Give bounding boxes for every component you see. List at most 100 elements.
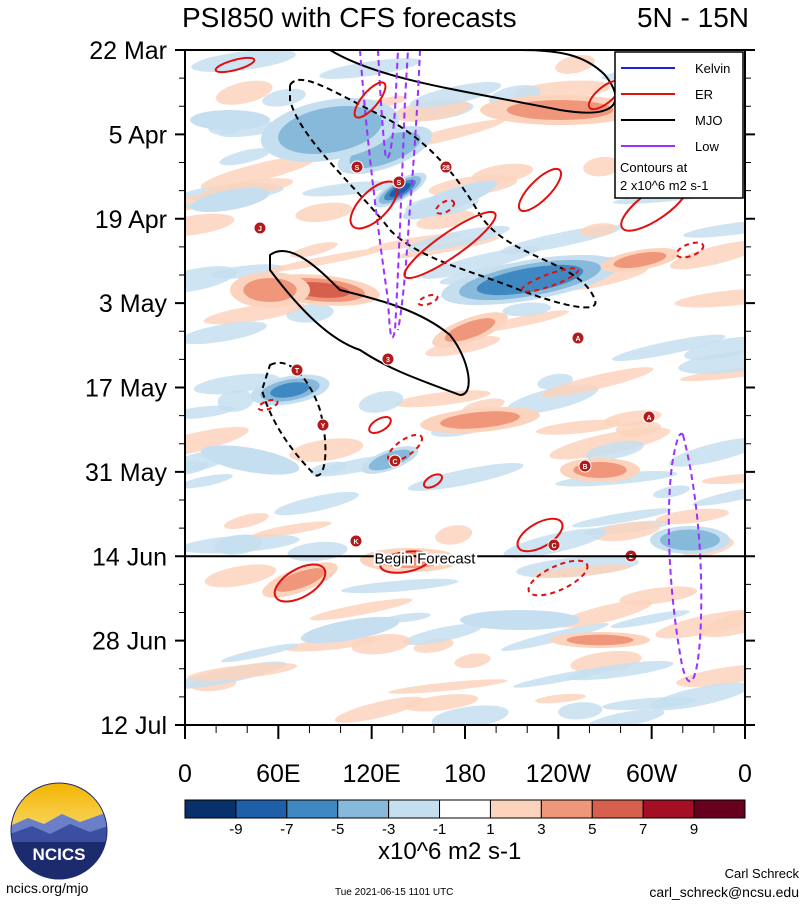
field-patch [536, 419, 623, 435]
field-patch [676, 664, 745, 687]
field-anomaly [256, 284, 284, 296]
field-anomaly [583, 637, 617, 643]
ncics-logo: NCICS [10, 782, 108, 880]
field-patch [655, 508, 729, 525]
colorbar-swatch [184, 799, 237, 819]
field-patch [185, 405, 235, 420]
storm-marker-label: S [397, 180, 402, 187]
mjo-contour [289, 78, 597, 309]
field-anomaly [460, 415, 500, 425]
storm-marker-label: B [582, 464, 587, 471]
storm-marker-dot [439, 160, 453, 174]
forecast-label: Begin Forecast [375, 550, 477, 567]
field-anomaly [586, 466, 614, 474]
field-anomaly [333, 625, 367, 635]
field-patch [224, 513, 269, 530]
storm-marker-label: S [355, 165, 360, 172]
field-patch [593, 521, 661, 542]
legend-label: ER [695, 87, 713, 102]
storm-marker: C [547, 538, 561, 552]
y-tick-label: 17 May [85, 375, 167, 403]
field-patch [566, 660, 674, 681]
field-patch [309, 461, 348, 475]
field-patch [653, 485, 691, 499]
y-tick-label: 12 Jul [100, 712, 167, 740]
legend-note: 2 x10^6 m2 s-1 [620, 178, 708, 193]
storm-marker-label: C [392, 459, 397, 466]
colorbar-label: 5 [588, 821, 596, 838]
colorbar: -9 -7 -5 -3 -1 1 3 5 7 9 [184, 799, 746, 838]
storm-marker: J [253, 221, 267, 235]
field-patch [610, 610, 690, 629]
storm-marker-dot [253, 221, 267, 235]
storm-marker: B [578, 459, 592, 473]
colorbar-swatch [489, 799, 542, 819]
field-patch [619, 586, 698, 605]
low-contour [667, 432, 703, 683]
storm-marker-dot [388, 454, 402, 468]
storm-marker-dot [316, 418, 330, 432]
field-patch [541, 367, 654, 397]
er-contour [417, 293, 439, 307]
email[interactable]: carl_schreck@ncsu.edu [649, 884, 799, 900]
x-tick-label: 60W [626, 760, 678, 788]
field-patch [341, 578, 459, 594]
legend-note: Contours at [620, 160, 688, 175]
field-patch [185, 474, 233, 489]
field-patch [678, 349, 745, 374]
field-patch [187, 662, 298, 681]
field-patch [262, 88, 306, 107]
er-contour [214, 56, 256, 74]
field-anomaly [500, 616, 540, 624]
storm-marker-dot [350, 160, 364, 174]
colorbar-swatch [235, 799, 288, 819]
author: Carl Schreck [724, 866, 799, 881]
field-patch [274, 491, 359, 516]
field-patch [405, 694, 479, 712]
field-patch [286, 636, 379, 652]
field-patch [394, 390, 491, 408]
colorbar-swatch [388, 799, 441, 819]
field-patch [692, 483, 745, 506]
storm-markers: S 28 S J 3 A T Y A C B K C 2 [253, 160, 656, 563]
field-patch [265, 248, 385, 273]
logo-text: NCICS [33, 845, 86, 864]
field-patch [252, 521, 332, 538]
field-patch [585, 440, 644, 461]
mjo-contour [329, 50, 617, 114]
field-patch [185, 426, 249, 460]
er-contour [353, 81, 387, 119]
y-tick-label: 19 Apr [95, 206, 167, 234]
storm-marker-label: C [551, 543, 556, 550]
legend-box [614, 51, 744, 199]
colorbar-swatch [642, 799, 695, 819]
storm-marker: K [349, 534, 363, 548]
er-contour [273, 563, 327, 603]
low-contour [377, 50, 399, 160]
field-patch [674, 288, 745, 308]
field-anomaly [434, 193, 466, 207]
er-contour [517, 167, 563, 213]
field-anomaly [680, 536, 700, 544]
field-anomaly [287, 574, 313, 586]
field-patch [388, 679, 508, 694]
field-patch [454, 653, 491, 669]
field-anomaly [393, 556, 427, 564]
field-patch [535, 693, 586, 704]
field-anomaly [280, 386, 300, 394]
forecast-line: Begin Forecast [185, 548, 745, 569]
x-tick-label: 0 [178, 760, 192, 788]
y-tick-label: 3 May [99, 290, 168, 318]
field-patch [358, 391, 404, 413]
field-patch [435, 525, 473, 545]
timestamp: Tue 2021-06-15 1101 UTC [335, 887, 454, 898]
y-tick-label: 14 Jun [92, 543, 167, 571]
y-tick-label: 28 Jun [92, 628, 167, 656]
storm-marker-dot [290, 363, 304, 377]
colorbar-swatch [693, 799, 746, 819]
field-patch [185, 321, 267, 345]
storm-marker: S [392, 175, 406, 189]
storm-marker-label: A [646, 415, 651, 422]
site-url[interactable]: ncics.org/mjo [6, 880, 89, 896]
